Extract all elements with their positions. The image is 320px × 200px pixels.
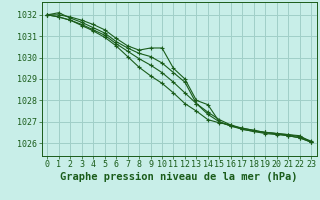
X-axis label: Graphe pression niveau de la mer (hPa): Graphe pression niveau de la mer (hPa)	[60, 172, 298, 182]
